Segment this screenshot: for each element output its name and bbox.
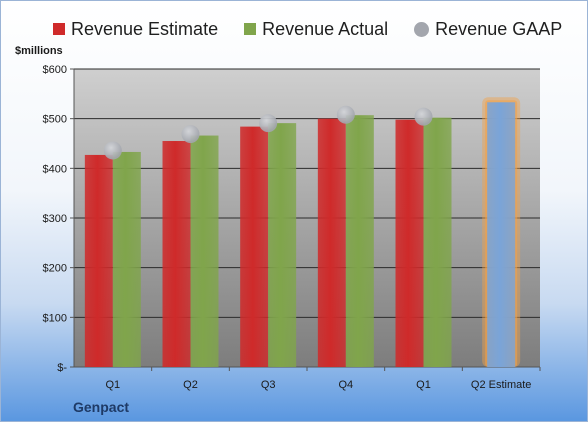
legend: Revenue Estimate Revenue Actual Revenue … (53, 18, 587, 40)
y-tick-label: $400 (43, 163, 67, 175)
point-gaap (181, 125, 200, 144)
bar-actual (268, 123, 297, 368)
legend-item-actual: Revenue Actual (244, 19, 388, 40)
x-tick-label: Q1 (416, 379, 431, 391)
point-gaap (414, 107, 433, 126)
x-tick-label: Q2 (183, 379, 198, 391)
legend-label-actual: Revenue Actual (262, 18, 389, 39)
y-tick-label: $500 (43, 114, 67, 126)
y-tick-label: $- (57, 362, 67, 374)
y-tick-label: $100 (43, 312, 67, 324)
bar-estimate (395, 119, 424, 367)
y-tick-label: $300 (43, 213, 67, 225)
bar-actual (345, 115, 374, 367)
bar-estimate (240, 126, 269, 367)
bar-estimate (317, 118, 346, 368)
x-tick-label: Q3 (261, 379, 276, 391)
bar-forecast (487, 102, 516, 367)
bar-estimate (162, 141, 191, 367)
y-tick-label: $200 (43, 263, 67, 275)
bar-estimate (84, 154, 113, 367)
legend-label-gaap: Revenue GAAP (435, 18, 563, 39)
bar-actual (190, 135, 219, 367)
x-tick-label: Q1 (105, 379, 120, 391)
legend-swatch-actual (244, 23, 257, 35)
x-tick-label: Q4 (338, 379, 353, 391)
legend-swatch-estimate (53, 23, 65, 35)
point-gaap (259, 114, 278, 133)
legend-item-estimate: Revenue Estimate (53, 19, 218, 40)
y-axis-unit-label: $millions (15, 45, 63, 57)
bar-actual (112, 151, 141, 367)
point-gaap (336, 105, 355, 124)
x-tick-label: Q2 Estimate (471, 379, 532, 391)
company-name: Genpact (73, 399, 130, 415)
y-tick-label: $600 (43, 64, 67, 76)
legend-item-gaap: Revenue GAAP (414, 19, 562, 40)
legend-label-estimate: Revenue Estimate (71, 18, 219, 39)
point-gaap (103, 141, 122, 160)
legend-dot-gaap (414, 21, 430, 37)
bar-actual (423, 117, 452, 367)
